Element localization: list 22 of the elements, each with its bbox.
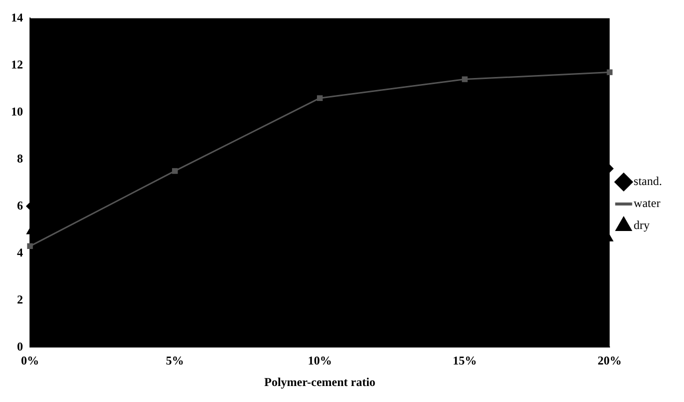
y-tick-label: 4 (17, 245, 23, 260)
x-tick-label: 10% (308, 353, 332, 368)
y-tick-label: 0 (17, 339, 23, 354)
legend-label: dry (634, 218, 650, 232)
x-axis-title: Polymer-cement ratio (264, 374, 376, 389)
y-tick-label: 14 (11, 10, 23, 24)
x-tick-label: 0% (21, 353, 39, 368)
point (606, 69, 613, 76)
legend-label: stand. (634, 174, 662, 188)
y-tick-label: 12 (11, 57, 23, 72)
y-tick-label: 8 (17, 151, 23, 166)
y-tick-label: 6 (17, 198, 23, 212)
point (316, 95, 323, 101)
x-tick-label: 20% (598, 353, 622, 368)
x-tick-label: 15% (452, 353, 477, 368)
point (172, 168, 178, 174)
legend-label: water (634, 196, 660, 210)
point (27, 243, 33, 250)
point (462, 76, 468, 82)
x-tick-label: 5% (166, 353, 184, 368)
y-tick-label: 10 (11, 104, 23, 118)
y-tick-label: 2 (17, 292, 23, 306)
